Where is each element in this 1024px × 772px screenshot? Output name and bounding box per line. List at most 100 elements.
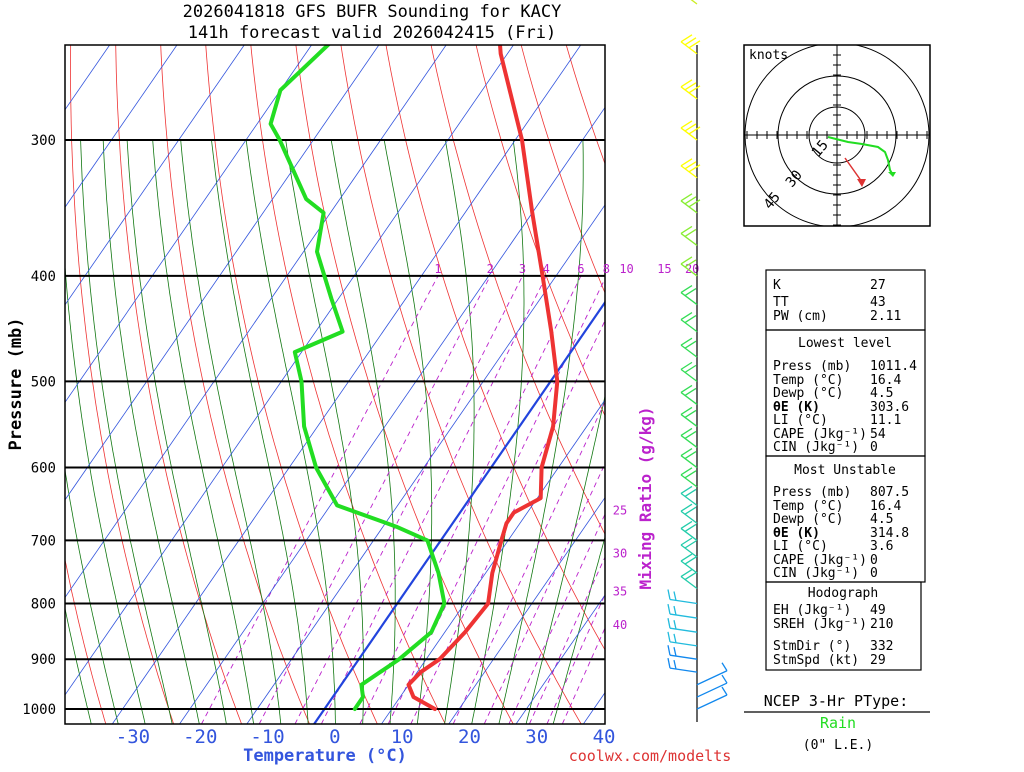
index-label: LI (°C) [773,539,828,554]
dry-adiabat-line [71,0,177,732]
wind-barb [681,320,697,332]
wind-barb [681,0,697,4]
index-label: PW (cm) [773,309,828,324]
wind-barb [681,293,697,305]
ptype-title: NCEP 3-Hr PType: [764,692,909,710]
dry-adiabat-line [200,0,381,732]
ptype-amount: (0" L.E.) [803,738,873,753]
wind-barb [681,475,697,487]
ptype-value: Rain [820,714,856,732]
moist-adiabat-line [81,140,174,732]
mixing-ratio-tick-label: 3 [519,262,526,276]
index-label: EH (Jkg⁻¹) [773,603,851,618]
wind-barb-flag [674,606,676,615]
pressure-tick-label: 900 [31,652,56,668]
wind-barb-flag [668,590,670,600]
mixing-ratio-tick-label: 40 [613,618,627,632]
temperature-tick-label: 20 [458,726,481,748]
isobars [65,0,605,709]
wind-barb [681,392,697,404]
mixing-ratio-tick-label: 30 [613,547,627,561]
site-credit: coolwx.com/modelts [569,747,732,765]
moist-adiabat-line [212,140,309,732]
x-axis-label: Temperature (°C) [243,746,407,766]
wind-barb [670,628,697,632]
wind-barb-flag [722,675,727,683]
pressure-tick-label: 700 [31,533,56,549]
wind-barb [697,695,727,709]
wind-barb [681,345,697,357]
moist-adiabat-line [181,140,282,732]
wind-barb-flag [668,645,670,655]
most-unstable-title: Most Unstable [794,463,896,478]
mixing-ratio-tick-label: 1 [434,262,441,276]
wind-barb-flag [722,687,727,695]
dry-adiabat-line [316,0,586,732]
wind-barb [697,671,727,685]
mixing-ratio-line [407,276,627,732]
temperature-tick-label: 10 [391,726,414,748]
moist-adiabat-line [470,140,524,732]
index-value: 27 [870,278,886,293]
wind-barb-flag [674,620,676,629]
isotherm-line [0,0,369,732]
indices-panel: K 27 TT 43 PW (cm) 2.11 Lowest level Pre… [766,270,925,670]
moist-adiabat-line [127,140,228,732]
mixing-ratio-line [559,276,762,732]
wind-barb [681,528,697,540]
wind-barb-flag [722,663,727,671]
dry-adiabat-line [240,0,449,732]
index-label: StmSpd (kt) [773,653,859,668]
wind-barb-flag [668,658,670,668]
wind-barb [670,655,697,659]
temperature-tick-label: 0 [329,726,340,748]
dry-adiabat-line [352,0,654,732]
wind-barb-flag [668,604,670,614]
isotherm-line [0,0,639,732]
index-value: 29 [870,653,886,668]
wind-barb [681,493,697,505]
mixing-ratio-tick-label: 2 [487,262,494,276]
dry-adiabat-line [963,0,1024,732]
index-label: CIN (Jkg⁻¹) [773,566,859,581]
wind-barb [670,668,697,672]
moist-adiabat-line [286,140,364,732]
pressure-tick-label: 400 [31,269,56,285]
pressure-tick-label: 600 [31,461,56,477]
mixing-ratio-tick-label: 4 [543,262,550,276]
dry-adiabat-line [422,0,791,732]
isotherm-line [0,0,302,732]
wind-barb [681,577,697,589]
temperature-tick-label: 30 [525,726,548,748]
pressure-tick-label: 1000 [22,702,56,718]
temperature-tick-label: -30 [116,726,150,748]
moist-adiabat-line [18,140,93,732]
wind-barb-flag [674,660,676,669]
index-label: Dewp (°C) [773,512,843,527]
index-label: TT [773,295,789,310]
pressure-tick-label: 800 [31,597,56,613]
wind-barb [681,511,697,523]
index-label: LI (°C) [773,413,828,428]
index-label: StmDir (°) [773,639,851,654]
lowest-level-title: Lowest level [798,336,892,351]
chart-title: 2026041818 GFS BUFR Sounding for KACY [183,2,562,22]
wind-barb-flag [674,592,676,601]
index-value: 0 [870,566,878,581]
ptype-panel: NCEP 3-Hr PType: Rain (0" L.E.) [744,692,930,753]
mixing-ratio-tick-label: 35 [613,584,627,598]
hodograph: knots 15 30 45 [744,43,930,227]
index-value: 807.5 [870,485,909,500]
pressure-tick-label: 500 [31,374,56,390]
moist-adiabats [0,140,704,732]
index-value: 0 [870,440,878,455]
y-axis-label: Pressure (mb) [6,317,26,450]
index-value: 210 [870,617,893,632]
dry-adiabat-line [24,0,108,732]
wind-barb [697,683,727,697]
wind-barb [681,233,697,245]
isotherm-line [0,0,706,732]
index-value: 49 [870,603,886,618]
hodograph-unit-label: knots [749,48,788,63]
isotherm-line [0,0,773,732]
